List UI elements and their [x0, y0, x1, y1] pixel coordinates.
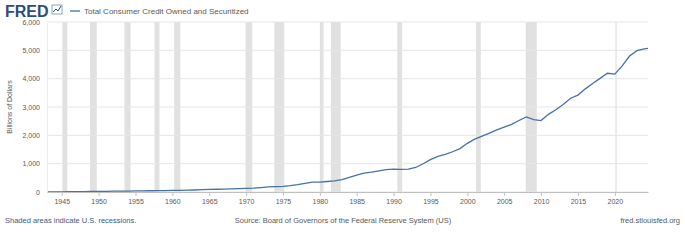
x-tick-label: 1950 [91, 198, 107, 205]
x-tick-label: 1960 [165, 198, 181, 205]
source: Source: Board of Governors of the Federa… [235, 216, 452, 225]
y-tick-label: 0 [36, 189, 40, 196]
y-tick-label: 3,000 [22, 104, 40, 111]
x-tick-mark [135, 192, 136, 196]
x-tick-mark [467, 192, 468, 196]
x-tick: 1955 [128, 192, 144, 205]
x-tick: 1960 [165, 192, 181, 205]
x-tick-label: 1995 [423, 198, 439, 205]
x-tick: 1985 [349, 192, 365, 205]
y-tick: 5,000 [22, 47, 47, 54]
y-axis: 01,0002,0003,0004,0005,0006,000 [22, 19, 47, 196]
x-tick: 1945 [54, 192, 70, 205]
x-tick-label: 2010 [534, 198, 550, 205]
y-tick-label: 4,000 [22, 75, 40, 82]
x-tick: 1995 [423, 192, 439, 205]
x-axis: 1945 1950 1955 1960 1965 1970 1975 1980 1985 1990… [48, 192, 649, 205]
source-url[interactable]: fred.stlouisfed.org [620, 216, 680, 225]
x-tick-label: 1970 [239, 198, 255, 205]
grid-line [47, 135, 648, 136]
x-tick-label: 2000 [460, 198, 476, 205]
x-axis-line [48, 192, 649, 193]
x-tick: 1990 [386, 192, 402, 205]
x-tick-label: 2015 [571, 198, 587, 205]
x-tick-label: 1975 [276, 198, 292, 205]
x-tick-mark [541, 192, 542, 196]
x-tick-mark [357, 192, 358, 196]
x-tick-mark [504, 192, 505, 196]
grid-line [47, 22, 648, 23]
y-tick: 1,000 [22, 160, 47, 167]
x-tick-label: 2020 [608, 198, 624, 205]
grid-line [47, 163, 648, 164]
x-tick: 1965 [202, 192, 218, 205]
plot-area [47, 22, 648, 192]
grid [47, 22, 648, 192]
x-tick: 1970 [239, 192, 255, 205]
y-axis-title: Billions of Dollars [6, 80, 13, 134]
x-tick: 1975 [276, 192, 292, 205]
legend-label: Total Consumer Credit Owned and Securiti… [84, 7, 249, 16]
x-tick-mark [209, 192, 210, 196]
x-tick-mark [578, 192, 579, 196]
logo-icon-line [53, 6, 61, 12]
x-tick-mark [430, 192, 431, 196]
x-tick-label: 1965 [202, 198, 218, 205]
y-tick: 2,000 [22, 132, 47, 139]
x-tick-label: 1980 [313, 198, 329, 205]
series-group [47, 48, 648, 192]
logo[interactable]: FRED [5, 3, 49, 20]
x-tick: 2015 [571, 192, 587, 205]
y-tick: 4,000 [22, 75, 47, 82]
x-tick-label: 1945 [54, 198, 70, 205]
chart: 01,0002,0003,0004,0005,0006,000194519501… [0, 0, 685, 234]
legend: Total Consumer Credit Owned and Securiti… [70, 7, 249, 16]
y-tick: 0 [36, 189, 47, 196]
x-tick-mark [246, 192, 247, 196]
x-tick-mark [283, 192, 284, 196]
x-tick-mark [172, 192, 173, 196]
y-tick-label: 1,000 [22, 160, 40, 167]
logo-icon-box [52, 5, 62, 14]
x-tick-mark [615, 192, 616, 196]
x-tick: 1980 [313, 192, 329, 205]
x-tick-mark [320, 192, 321, 196]
x-tick: 2020 [608, 192, 624, 205]
x-tick-label: 1985 [349, 198, 365, 205]
x-tick: 2000 [460, 192, 476, 205]
grid-line [47, 50, 648, 51]
x-tick-label: 2005 [497, 198, 513, 205]
grid-line [47, 107, 648, 108]
footnote: Shaded areas indicate U.S. recessions. [5, 216, 136, 225]
grid-line [47, 78, 648, 79]
x-tick: 2010 [534, 192, 550, 205]
logo-icon [52, 5, 62, 14]
x-tick: 2005 [497, 192, 513, 205]
grid-line [47, 192, 648, 193]
x-tick-mark [394, 192, 395, 196]
y-axis-line [47, 23, 48, 193]
x-tick: 1950 [91, 192, 107, 205]
x-tick-label: 1990 [386, 198, 402, 205]
legend-swatch [70, 10, 80, 11]
y-tick: 3,000 [22, 104, 47, 111]
x-tick-mark [62, 192, 63, 196]
y-tick-label: 2,000 [22, 132, 40, 139]
series-line [47, 48, 648, 192]
y-tick-label: 5,000 [22, 47, 40, 54]
x-tick-label: 1955 [128, 198, 144, 205]
x-tick-mark [99, 192, 100, 196]
